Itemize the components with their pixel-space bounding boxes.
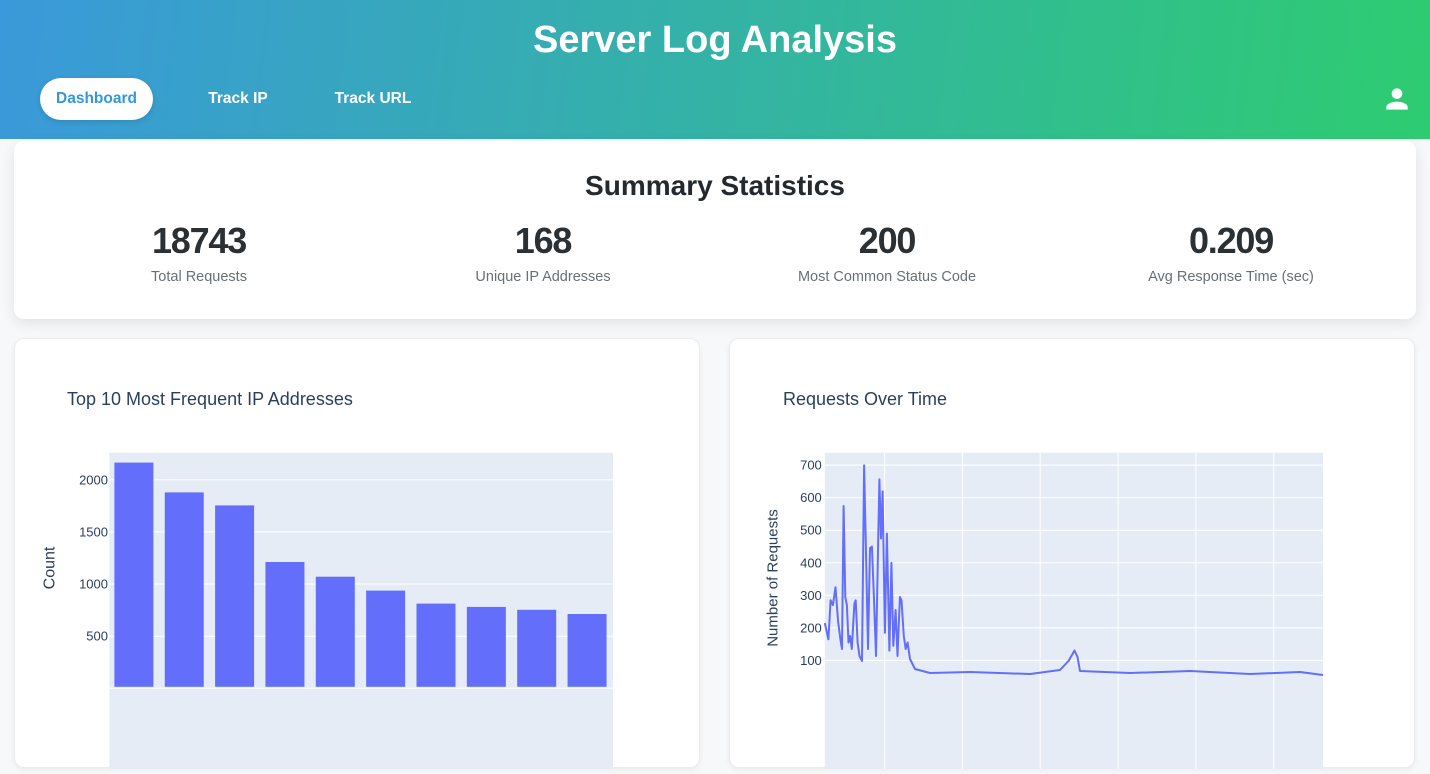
svg-text:Count: Count [42, 546, 59, 589]
svg-text:500: 500 [86, 629, 108, 644]
svg-text:700: 700 [800, 458, 822, 473]
svg-text:500: 500 [800, 523, 822, 538]
svg-text:200: 200 [800, 620, 822, 635]
svg-text:600: 600 [800, 490, 822, 505]
svg-text:100: 100 [800, 653, 822, 668]
svg-text:Top 10 Most Frequent IP Addres: Top 10 Most Frequent IP Addresses [67, 389, 353, 409]
svg-text:2000: 2000 [79, 472, 108, 487]
svg-text:Requests Over Time: Requests Over Time [783, 389, 947, 409]
svg-text:1500: 1500 [79, 524, 108, 539]
svg-text:Number of Requests: Number of Requests [765, 509, 782, 647]
svg-text:400: 400 [800, 555, 822, 570]
svg-text:1000: 1000 [79, 577, 108, 592]
svg-text:300: 300 [800, 588, 822, 603]
